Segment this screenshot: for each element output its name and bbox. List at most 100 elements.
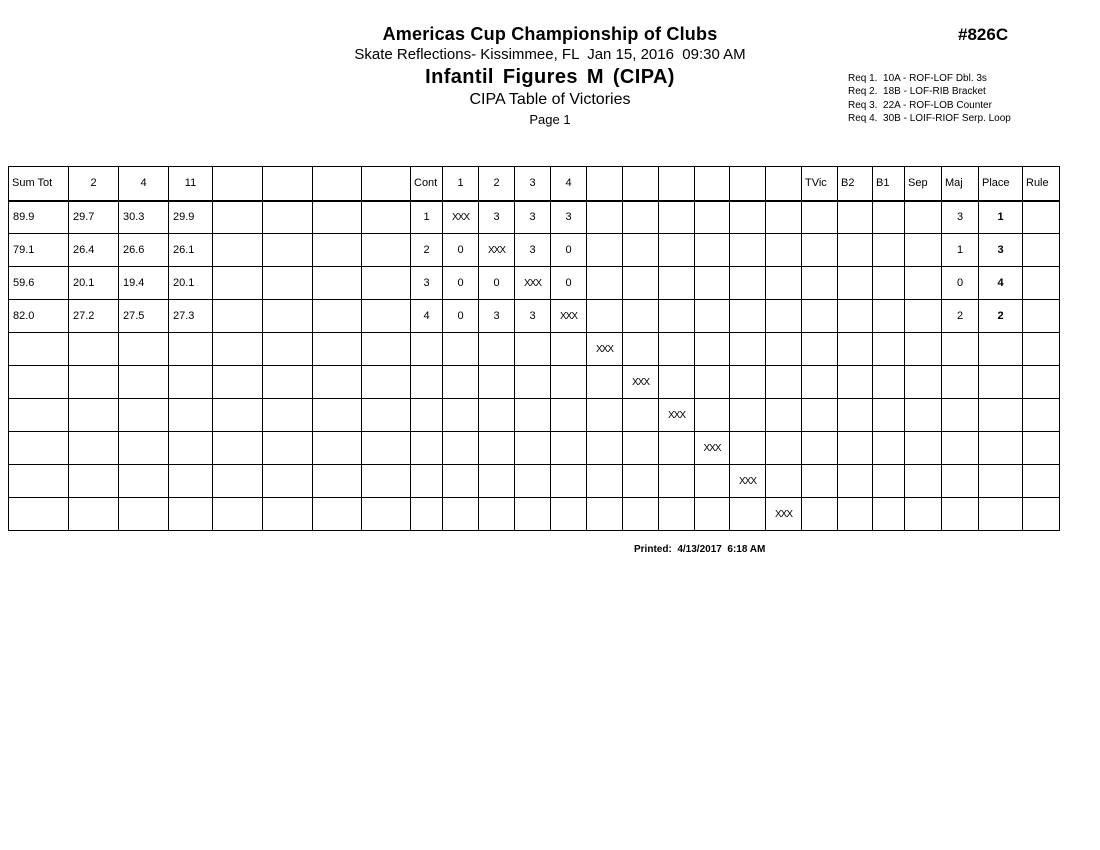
table-cell [622,233,659,267]
table-cell [8,398,69,432]
venue-date-line: Skate Reflections- Kissimmee, FL Jan 15,… [354,46,746,63]
table-cell [442,332,479,366]
table-cell [622,332,659,366]
table-cell [872,332,905,366]
table-cell [658,299,695,333]
table-cell [837,497,873,531]
table-cell: 1 [978,200,1023,234]
table-cell: 26.1 [168,233,213,267]
table-cell [212,233,263,267]
table-row: 59.6 20.1 19.4 20.1 3 0 0 XXX 0 0 4 [8,266,1060,300]
table-cell: 27.5 [118,299,169,333]
table-cell [729,233,766,267]
table-cell [212,497,263,531]
table-cell [514,365,551,399]
table-cell [442,497,479,531]
column-header: Maj [941,166,979,202]
table-cell [1022,200,1060,234]
column-header [586,166,623,202]
table-cell [941,464,979,498]
table-cell [514,464,551,498]
table-cell [478,365,515,399]
column-header [658,166,695,202]
table-cell [361,365,411,399]
table-cell [118,497,169,531]
table-cell: 89.9 [8,200,69,234]
table-cell [212,299,263,333]
column-header [694,166,730,202]
table-cell [442,464,479,498]
xxx-marker-cell: XXX [694,431,730,465]
table-cell [550,332,587,366]
table-cell [694,464,730,498]
column-header: B1 [872,166,905,202]
table-cell [801,233,838,267]
table-cell: 3 [514,200,551,234]
table-cell [729,398,766,432]
table-cell [837,365,873,399]
table-cell [801,464,838,498]
table-cell [765,464,802,498]
column-header: Rule [1022,166,1060,202]
table-cell [1022,431,1060,465]
table-cell [361,497,411,531]
table-row: 89.9 29.7 30.3 29.9 1 XXX 3 3 3 3 1 [8,200,1060,234]
column-header: TVic [801,166,838,202]
table-cell: 19.4 [118,266,169,300]
table-cell [262,266,313,300]
table-cell [442,431,479,465]
requirement-item-1: Req 1. 10A - ROF-LOF Dbl. 3s [848,73,987,84]
column-header: Place [978,166,1023,202]
column-header: 4 [550,166,587,202]
table-cell [550,497,587,531]
table-cell [1022,266,1060,300]
table-cell [68,365,119,399]
table-cell [694,332,730,366]
table-cell [837,233,873,267]
table-cell [904,398,942,432]
table-cell: 29.9 [168,200,213,234]
column-header [765,166,802,202]
table-cell [514,398,551,432]
table-cell [904,332,942,366]
table-cell [872,200,905,234]
table-row: XXX [8,365,1060,399]
table-cell: 0 [941,266,979,300]
table-cell [586,299,623,333]
table-cell [212,266,263,300]
table-cell [410,398,443,432]
table-cell: 3 [514,233,551,267]
xxx-marker-cell: XXX [658,398,695,432]
table-row: XXX [8,398,1060,432]
table-cell [941,332,979,366]
requirement-item-2: Req 2. 18B - LOF-RIB Bracket [848,86,986,98]
table-cell [442,365,479,399]
table-cell [361,233,411,267]
table-cell [941,497,979,531]
event-title: Infantil Figures M (CIPA) [425,66,675,88]
table-cell: 3 [941,200,979,234]
table-cell [262,398,313,432]
table-cell: 2 [941,299,979,333]
table-cell [1022,398,1060,432]
table-cell [586,233,623,267]
table-cell [361,431,411,465]
table-cell [478,431,515,465]
table-cell [904,365,942,399]
table-cell [765,200,802,234]
table-cell [514,431,551,465]
table-cell [622,299,659,333]
table-cell [361,332,411,366]
table-cell [658,200,695,234]
table-cell: 1 [941,233,979,267]
table-cell: 3 [478,299,515,333]
table-cell [1022,332,1060,366]
column-header [361,166,411,202]
table-cell [658,464,695,498]
table-cell: 2 [978,299,1023,333]
table-cell: 0 [550,233,587,267]
table-cell: 0 [478,266,515,300]
table-cell: 4 [410,299,443,333]
table-cell [361,266,411,300]
table-cell [1022,365,1060,399]
